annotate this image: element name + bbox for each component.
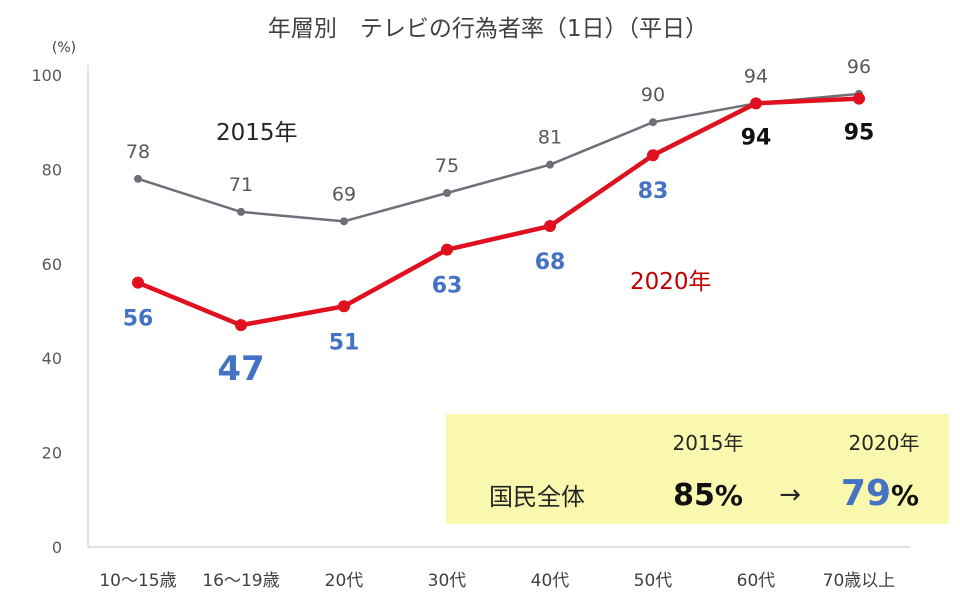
data-point-2015 bbox=[546, 160, 554, 169]
x-axis-ticks: 10～15歳 16～19歳 20代 30代 40代 50代 60代 70歳以上 bbox=[99, 571, 895, 591]
data-label-2020: 95 bbox=[844, 121, 875, 146]
series-2015 bbox=[134, 89, 863, 226]
data-point-2020 bbox=[441, 243, 453, 256]
data-label-2020: 94 bbox=[741, 125, 772, 150]
series-label-2015: 2015年 bbox=[216, 120, 298, 146]
summary-box: 2015年 2020年 国民全体 85% → 79% bbox=[446, 414, 949, 524]
data-point-2020 bbox=[853, 92, 865, 105]
summary-box-background bbox=[446, 414, 949, 524]
data-label-2020: 51 bbox=[329, 330, 360, 355]
data-point-2015 bbox=[237, 207, 245, 216]
data-point-2020 bbox=[647, 149, 659, 162]
summary-value-to: 79% bbox=[841, 473, 919, 514]
y-tick-label: 80 bbox=[42, 160, 62, 179]
summary-value-from-number: 85 bbox=[673, 478, 715, 513]
data-label-2020: 68 bbox=[535, 250, 566, 275]
data-labels: 78 71 69 75 81 90 94 96 56 47 51 63 68 83 94 95 bbox=[123, 56, 875, 389]
y-tick-label: 0 bbox=[52, 538, 62, 557]
data-label-2020: 56 bbox=[123, 307, 154, 332]
summary-arrow: → bbox=[779, 480, 801, 510]
data-point-2020 bbox=[544, 220, 556, 233]
summary-value-from-percent: % bbox=[715, 479, 743, 512]
summary-value-to-percent: % bbox=[891, 479, 919, 512]
x-tick-label: 20代 bbox=[325, 571, 364, 591]
data-label-2020: 83 bbox=[638, 179, 669, 204]
x-tick-label: 60代 bbox=[737, 571, 776, 591]
data-label-2015: 75 bbox=[435, 155, 459, 177]
y-axis-ticks: 0 20 40 60 80 100 bbox=[31, 66, 62, 557]
y-tick-label: 100 bbox=[31, 66, 62, 85]
axes bbox=[87, 65, 910, 548]
data-point-2020 bbox=[235, 319, 247, 332]
data-label-2015: 81 bbox=[538, 127, 562, 149]
y-tick-label: 40 bbox=[42, 349, 62, 368]
data-point-2020 bbox=[750, 97, 762, 110]
data-label-2015: 69 bbox=[332, 183, 356, 205]
data-point-2020 bbox=[338, 300, 350, 313]
summary-value-to-number: 79 bbox=[841, 473, 891, 514]
x-tick-label: 30代 bbox=[428, 571, 467, 591]
y-axis-unit: (%) bbox=[52, 40, 76, 56]
summary-value-from: 85% bbox=[673, 478, 743, 513]
x-tick-label: 16～19歳 bbox=[202, 571, 279, 591]
x-tick-label: 70歳以上 bbox=[823, 571, 896, 591]
data-label-2015: 71 bbox=[229, 174, 253, 196]
data-label-2020: 63 bbox=[432, 274, 463, 299]
summary-year-from: 2015年 bbox=[673, 431, 744, 455]
y-tick-label: 20 bbox=[42, 444, 62, 463]
summary-label: 国民全体 bbox=[489, 483, 585, 511]
series-line-2020 bbox=[137, 96, 860, 328]
chart-title: 年層別 テレビの行為者率（1日）（平日） bbox=[268, 16, 708, 42]
x-tick-label: 50代 bbox=[634, 571, 673, 591]
series-line-2015 bbox=[137, 92, 860, 223]
data-label-2020: 47 bbox=[217, 349, 264, 389]
y-tick-label: 60 bbox=[42, 255, 62, 274]
data-point-2020 bbox=[132, 276, 144, 289]
data-label-2015: 90 bbox=[641, 84, 665, 106]
data-label-2015: 94 bbox=[744, 65, 768, 87]
data-point-2015 bbox=[340, 217, 348, 226]
data-point-2015 bbox=[649, 118, 657, 127]
data-point-2015 bbox=[134, 174, 142, 183]
x-tick-label: 40代 bbox=[531, 571, 570, 591]
data-label-2015: 78 bbox=[126, 141, 150, 163]
series-2020 bbox=[132, 92, 865, 332]
data-label-2015: 96 bbox=[847, 56, 871, 78]
series-label-2020: 2020年 bbox=[630, 269, 712, 295]
summary-year-to: 2020年 bbox=[849, 431, 920, 455]
x-tick-label: 10～15歳 bbox=[99, 571, 176, 591]
data-point-2015 bbox=[443, 189, 451, 197]
